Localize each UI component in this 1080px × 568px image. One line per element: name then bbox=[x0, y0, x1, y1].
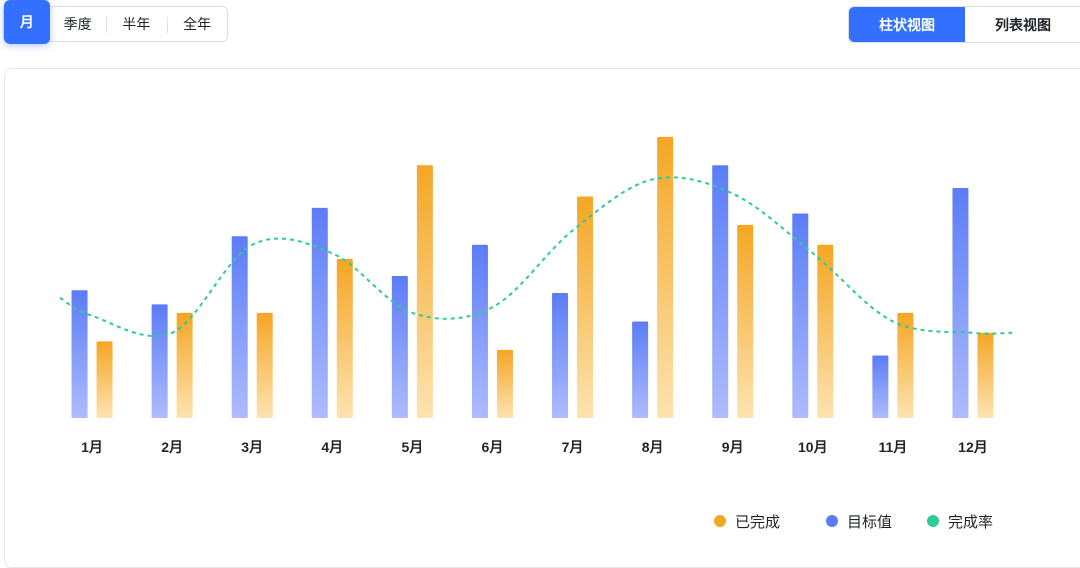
x-tick-label: 11月 bbox=[878, 439, 907, 455]
bar-completed[interactable] bbox=[737, 224, 754, 418]
period-tab-month[interactable]: 月 bbox=[4, 0, 50, 44]
legend-target-swatch bbox=[826, 515, 838, 527]
period-tab-half-year[interactable]: 半年 bbox=[105, 7, 168, 41]
bar-target[interactable] bbox=[632, 321, 649, 418]
bar-target[interactable] bbox=[151, 304, 168, 418]
x-tick-label: 10月 bbox=[798, 439, 828, 455]
x-tick-label: 12月 bbox=[958, 439, 988, 455]
legend-completed-swatch bbox=[714, 515, 726, 527]
bar-target[interactable] bbox=[231, 236, 248, 418]
bar-completed[interactable] bbox=[657, 136, 674, 418]
list-view-button[interactable]: 列表视图 bbox=[995, 16, 1051, 33]
view-switcher: 柱状视图 列表视图 bbox=[848, 6, 1080, 43]
bar-completed[interactable] bbox=[496, 349, 513, 418]
x-tick-label: 9月 bbox=[722, 439, 744, 455]
legend-completed-label: 已完成 bbox=[735, 513, 781, 531]
bar-target[interactable] bbox=[552, 293, 569, 418]
bar-target[interactable] bbox=[952, 187, 969, 418]
legend-rate-label: 完成率 bbox=[948, 513, 994, 531]
x-tick-label: 1月 bbox=[81, 439, 103, 455]
bar-target[interactable] bbox=[792, 213, 809, 418]
bar-completed[interactable] bbox=[96, 341, 113, 418]
bar-completed[interactable] bbox=[977, 332, 994, 418]
x-tick-label: 3月 bbox=[241, 439, 263, 455]
bar-completed[interactable] bbox=[256, 312, 273, 418]
completion-rate-line bbox=[59, 176, 1013, 338]
bar-completed[interactable] bbox=[336, 258, 353, 418]
bar-view-button[interactable]: 柱状视图 bbox=[849, 7, 965, 42]
period-tab-full-year[interactable]: 全年 bbox=[167, 7, 227, 41]
bar-completed[interactable] bbox=[176, 312, 193, 418]
legend-target[interactable]: 目标值 bbox=[826, 511, 892, 532]
x-tick-label: 6月 bbox=[482, 439, 504, 455]
x-tick-label: 5月 bbox=[401, 439, 423, 455]
period-tab-quarter[interactable]: 季度 bbox=[63, 16, 92, 32]
x-tick-label: 8月 bbox=[642, 439, 664, 455]
legend-rate-swatch bbox=[927, 515, 939, 527]
bar-target[interactable] bbox=[471, 244, 488, 418]
period-selector: 月 季度 半年 全年 bbox=[3, 0, 228, 44]
monthly-bar-chart: 1月 2月 3月 4月 5月 6月 7月 8月 9月 10月 11月 12月 bbox=[59, 136, 1013, 455]
x-tick-label: 2月 bbox=[161, 439, 183, 455]
bar-target[interactable] bbox=[311, 207, 328, 418]
bar-target[interactable] bbox=[391, 276, 408, 418]
bar-target[interactable] bbox=[872, 355, 889, 418]
bar-completed[interactable] bbox=[897, 312, 914, 418]
legend-completed[interactable]: 已完成 bbox=[714, 511, 780, 532]
legend-rate[interactable]: 完成率 bbox=[927, 511, 993, 532]
bar-target[interactable] bbox=[71, 290, 88, 418]
bar-completed[interactable] bbox=[817, 244, 834, 418]
bar-completed[interactable] bbox=[577, 196, 594, 418]
x-tick-label: 7月 bbox=[562, 439, 584, 455]
legend-target-label: 目标值 bbox=[847, 513, 893, 531]
x-tick-label: 4月 bbox=[321, 439, 343, 455]
bar-completed[interactable] bbox=[416, 165, 433, 418]
bar-target[interactable] bbox=[712, 165, 729, 418]
